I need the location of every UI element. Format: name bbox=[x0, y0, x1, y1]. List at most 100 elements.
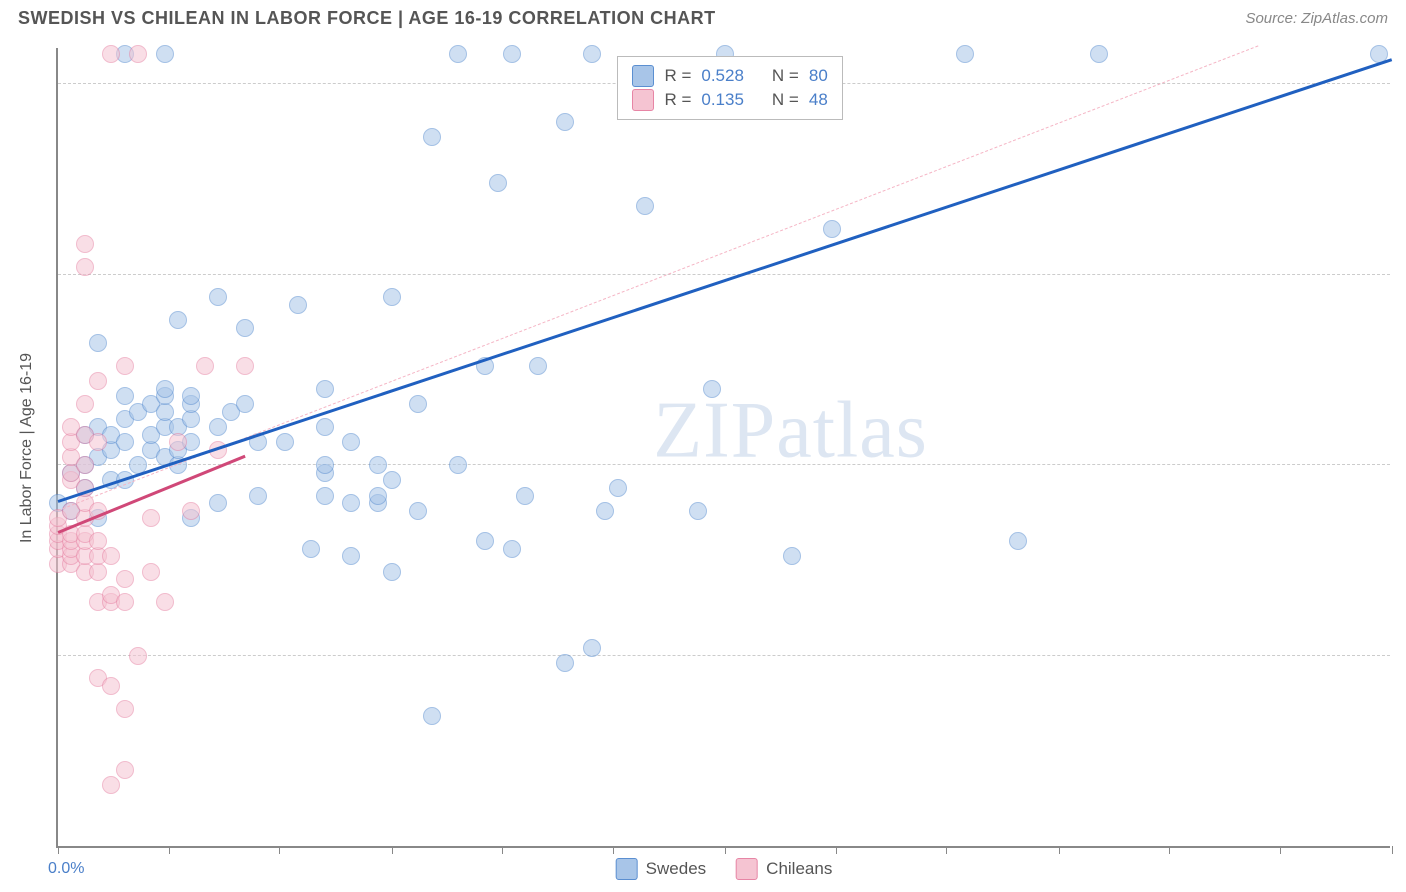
scatter-point bbox=[316, 418, 334, 436]
n-label: N = bbox=[772, 90, 799, 110]
scatter-point bbox=[556, 113, 574, 131]
legend-label: Chileans bbox=[766, 859, 832, 879]
scatter-point bbox=[102, 547, 120, 565]
scatter-point bbox=[956, 45, 974, 63]
stats-legend: R =0.528N =80R =0.135N =48 bbox=[617, 56, 842, 120]
legend-swatch bbox=[736, 858, 758, 880]
scatter-point bbox=[409, 395, 427, 413]
scatter-point bbox=[236, 395, 254, 413]
scatter-point bbox=[503, 45, 521, 63]
scatter-point bbox=[236, 319, 254, 337]
scatter-point bbox=[129, 647, 147, 665]
scatter-point bbox=[276, 433, 294, 451]
scatter-point bbox=[182, 502, 200, 520]
plot-area: ZIPatlas In Labor Force | Age 16-19 0.0%… bbox=[56, 48, 1390, 848]
x-tick bbox=[279, 846, 280, 854]
scatter-point bbox=[102, 677, 120, 695]
scatter-point bbox=[342, 494, 360, 512]
scatter-point bbox=[596, 502, 614, 520]
scatter-point bbox=[129, 45, 147, 63]
scatter-point bbox=[289, 296, 307, 314]
scatter-point bbox=[449, 45, 467, 63]
scatter-point bbox=[342, 547, 360, 565]
scatter-point bbox=[89, 372, 107, 390]
x-tick bbox=[502, 846, 503, 854]
scatter-point bbox=[116, 357, 134, 375]
x-tick bbox=[1059, 846, 1060, 854]
n-label: N = bbox=[772, 66, 799, 86]
r-label: R = bbox=[664, 90, 691, 110]
scatter-point bbox=[89, 532, 107, 550]
legend-label: Swedes bbox=[646, 859, 706, 879]
scatter-point bbox=[209, 418, 227, 436]
chart-title: SWEDISH VS CHILEAN IN LABOR FORCE | AGE … bbox=[18, 8, 716, 29]
chart-container: ZIPatlas In Labor Force | Age 16-19 0.0%… bbox=[56, 48, 1390, 848]
scatter-point bbox=[169, 433, 187, 451]
x-tick bbox=[1169, 846, 1170, 854]
scatter-point bbox=[116, 593, 134, 611]
scatter-point bbox=[209, 494, 227, 512]
scatter-point bbox=[689, 502, 707, 520]
scatter-point bbox=[529, 357, 547, 375]
x-tick bbox=[836, 846, 837, 854]
x-tick bbox=[58, 846, 59, 854]
scatter-point bbox=[583, 45, 601, 63]
scatter-point bbox=[823, 220, 841, 238]
scatter-point bbox=[236, 357, 254, 375]
scatter-point bbox=[383, 471, 401, 489]
scatter-point bbox=[156, 45, 174, 63]
scatter-point bbox=[409, 502, 427, 520]
scatter-point bbox=[583, 639, 601, 657]
scatter-point bbox=[169, 311, 187, 329]
gridline bbox=[58, 274, 1390, 275]
scatter-point bbox=[476, 532, 494, 550]
scatter-point bbox=[703, 380, 721, 398]
legend-bottom: Swedes Chileans bbox=[616, 858, 833, 880]
r-value: 0.135 bbox=[701, 90, 744, 110]
scatter-point bbox=[116, 433, 134, 451]
watermark: ZIPatlas bbox=[653, 386, 928, 477]
scatter-point bbox=[142, 563, 160, 581]
scatter-point bbox=[423, 707, 441, 725]
n-value: 80 bbox=[809, 66, 828, 86]
scatter-point bbox=[423, 128, 441, 146]
scatter-point bbox=[783, 547, 801, 565]
scatter-point bbox=[609, 479, 627, 497]
scatter-point bbox=[102, 45, 120, 63]
scatter-point bbox=[249, 487, 267, 505]
x-tick bbox=[1280, 846, 1281, 854]
scatter-point bbox=[369, 456, 387, 474]
scatter-point bbox=[116, 570, 134, 588]
scatter-point bbox=[89, 433, 107, 451]
scatter-point bbox=[369, 487, 387, 505]
legend-item: Swedes bbox=[616, 858, 706, 880]
scatter-point bbox=[516, 487, 534, 505]
scatter-point bbox=[302, 540, 320, 558]
legend-swatch bbox=[632, 65, 654, 87]
scatter-point bbox=[116, 761, 134, 779]
scatter-point bbox=[383, 563, 401, 581]
scatter-point bbox=[316, 456, 334, 474]
scatter-point bbox=[489, 174, 507, 192]
scatter-point bbox=[102, 776, 120, 794]
x-tick bbox=[725, 846, 726, 854]
x-tick bbox=[392, 846, 393, 854]
trend-line bbox=[58, 58, 1393, 503]
scatter-point bbox=[556, 654, 574, 672]
scatter-point bbox=[449, 456, 467, 474]
y-axis-label: In Labor Force | Age 16-19 bbox=[18, 353, 36, 543]
x-axis-min-label: 0.0% bbox=[48, 860, 84, 878]
scatter-point bbox=[342, 433, 360, 451]
scatter-point bbox=[142, 509, 160, 527]
stats-legend-row: R =0.528N =80 bbox=[632, 65, 827, 87]
scatter-point bbox=[156, 380, 174, 398]
scatter-point bbox=[316, 487, 334, 505]
legend-swatch bbox=[616, 858, 638, 880]
x-tick bbox=[169, 846, 170, 854]
gridline bbox=[58, 464, 1390, 465]
scatter-point bbox=[316, 380, 334, 398]
r-value: 0.528 bbox=[701, 66, 744, 86]
x-tick bbox=[613, 846, 614, 854]
scatter-point bbox=[76, 235, 94, 253]
scatter-point bbox=[196, 357, 214, 375]
